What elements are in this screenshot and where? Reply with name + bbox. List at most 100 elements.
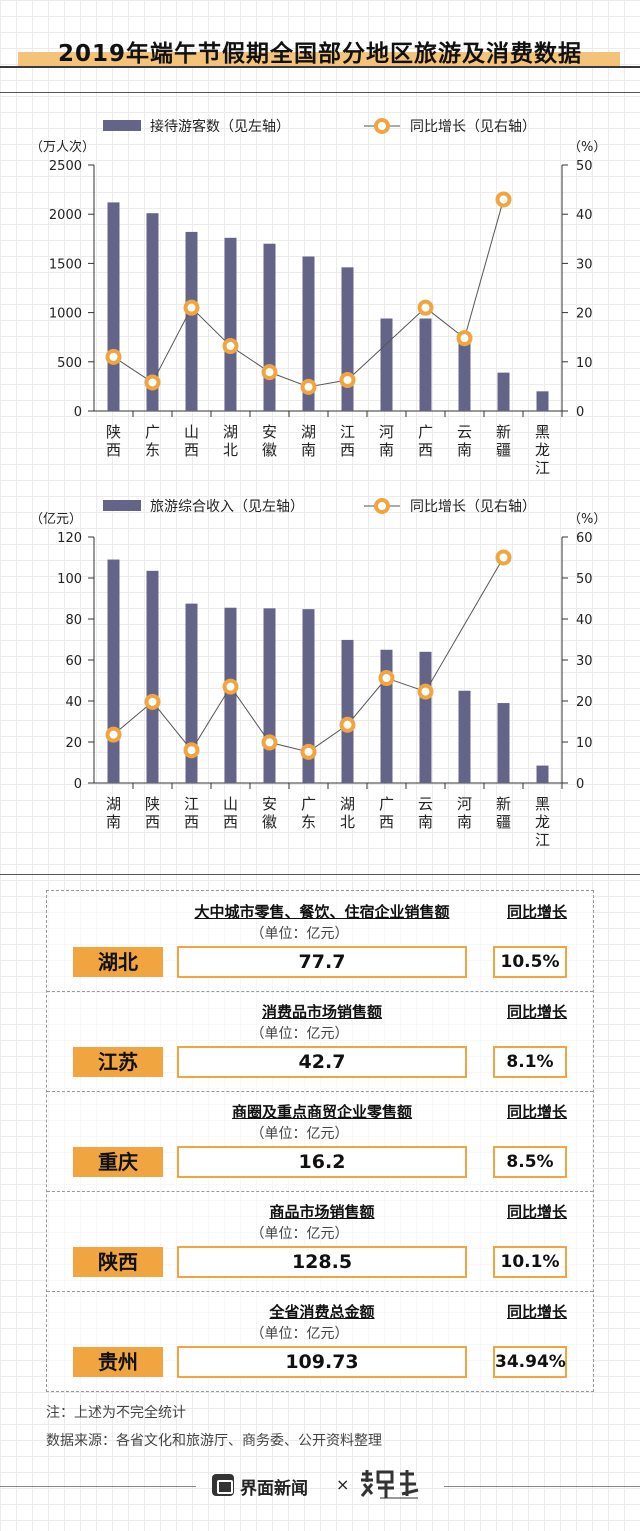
bar bbox=[419, 318, 432, 411]
legend-bar-swatch bbox=[103, 120, 141, 131]
category-label: 云 bbox=[418, 795, 433, 813]
bar bbox=[263, 243, 276, 411]
footer-rule-right bbox=[444, 1486, 640, 1487]
category-label: 徽 bbox=[262, 813, 277, 831]
growth-point bbox=[339, 372, 356, 389]
category-label: 黑 bbox=[535, 423, 550, 441]
panel-2: 商圈及重点商贸企业零售额 （单位：亿元） 同比增长 重庆 16.2 8.5% bbox=[47, 1091, 593, 1191]
growth-point bbox=[456, 330, 473, 347]
category-label: 河 bbox=[379, 423, 394, 441]
category-label: 湖 bbox=[223, 423, 238, 441]
metric-title: 全省消费总金额 bbox=[269, 1303, 375, 1321]
page-title: 2019年端午节假期全国部分地区旅游及消费数据 bbox=[57, 41, 582, 67]
growth-point bbox=[261, 734, 278, 751]
y-right-tick-label: 60 bbox=[576, 531, 593, 546]
category-label: 江 bbox=[184, 795, 199, 813]
category-label: 徽 bbox=[262, 441, 277, 459]
y-right-tick-label: 10 bbox=[576, 356, 593, 371]
bar bbox=[341, 639, 354, 783]
category-label: 陕 bbox=[145, 795, 160, 813]
growth-point bbox=[261, 364, 278, 381]
growth-head: 同比增长 bbox=[506, 903, 567, 921]
growth-point bbox=[105, 726, 122, 743]
y-left-tick-label: 2000 bbox=[49, 208, 82, 223]
y-right-tick-label: 20 bbox=[576, 695, 593, 710]
y-right-tick-label: 10 bbox=[576, 736, 593, 751]
metric-unit: （单位：亿元） bbox=[250, 926, 349, 942]
growth-line bbox=[113, 557, 504, 753]
y-left-axis-title: （亿元） bbox=[30, 512, 82, 527]
bar bbox=[107, 559, 120, 783]
growth-point bbox=[300, 743, 317, 760]
growth-point bbox=[222, 678, 239, 695]
category-label: 西 bbox=[340, 441, 355, 459]
panel-separator bbox=[47, 1291, 593, 1292]
category-label: 疆 bbox=[496, 441, 511, 459]
growth-point bbox=[105, 348, 122, 365]
y-right-tick-label: 50 bbox=[576, 159, 593, 174]
chart-visitors: 接待游客数（见左轴） 同比增长（见右轴）（万人次） （%）2500200015001… bbox=[30, 118, 606, 477]
category-label: 安 bbox=[262, 795, 277, 813]
growth-point bbox=[339, 716, 356, 733]
note-text: 注：上述为不完全统计 bbox=[46, 1405, 186, 1421]
category-label: 南 bbox=[418, 813, 433, 831]
brand-logo-icon bbox=[212, 1474, 234, 1496]
category-label: 山 bbox=[184, 423, 199, 441]
y-left-tick-label: 120 bbox=[57, 531, 82, 546]
growth-point bbox=[495, 549, 512, 566]
bar bbox=[185, 603, 198, 783]
growth-head: 同比增长 bbox=[506, 1303, 567, 1321]
province-label: 重庆 bbox=[73, 1147, 163, 1177]
growth-box: 10.1% bbox=[493, 1246, 567, 1278]
category-label: 北 bbox=[223, 441, 238, 459]
category-label: 北 bbox=[340, 813, 355, 831]
panel-separator bbox=[47, 1191, 593, 1192]
y-left-tick-label: 1500 bbox=[49, 257, 82, 272]
category-label: 湖 bbox=[340, 795, 355, 813]
metric-title: 商圈及重点商贸企业零售额 bbox=[231, 1103, 412, 1121]
legend-line-label: 同比增长（见右轴） bbox=[410, 499, 536, 515]
bar bbox=[224, 607, 237, 783]
y-right-tick-label: 40 bbox=[576, 613, 593, 628]
bar bbox=[224, 237, 237, 411]
category-label: 广 bbox=[379, 795, 394, 813]
section-divider bbox=[0, 874, 640, 875]
legend-line-label: 同比增长（见右轴） bbox=[410, 119, 536, 135]
bar bbox=[146, 213, 159, 411]
y-right-axis-title: （%） bbox=[568, 140, 606, 155]
times-sign: × bbox=[336, 1475, 350, 1494]
category-label: 东 bbox=[301, 813, 316, 831]
y-left-axis-title: （万人次） bbox=[30, 139, 95, 155]
y-left-tick-label: 20 bbox=[65, 736, 82, 751]
legend-line-marker bbox=[374, 118, 390, 134]
y-left-tick-label: 40 bbox=[65, 695, 82, 710]
category-label: 云 bbox=[457, 423, 472, 441]
category-label: 西 bbox=[145, 813, 160, 831]
category-label: 广 bbox=[301, 795, 316, 813]
panel-0: 大中城市零售、餐饮、住宿企业销售额 （单位：亿元） 同比增长 湖北 77.7 1… bbox=[47, 891, 593, 991]
y-right-tick-label: 0 bbox=[576, 777, 584, 792]
category-label: 南 bbox=[379, 441, 394, 459]
province-label: 贵州 bbox=[73, 1347, 163, 1377]
title-rule bbox=[0, 66, 640, 68]
category-label: 湖 bbox=[301, 423, 316, 441]
growth-box: 8.1% bbox=[493, 1046, 567, 1078]
y-right-tick-label: 50 bbox=[576, 572, 593, 587]
y-left-tick-label: 0 bbox=[74, 405, 82, 420]
category-label: 南 bbox=[106, 813, 121, 831]
growth-point bbox=[378, 670, 395, 687]
panel-separator bbox=[47, 991, 593, 992]
bar bbox=[497, 703, 510, 783]
growth-point bbox=[495, 191, 512, 208]
category-label: 广 bbox=[145, 423, 160, 441]
category-label: 西 bbox=[184, 441, 199, 459]
category-label: 西 bbox=[418, 441, 433, 459]
growth-point bbox=[183, 299, 200, 316]
category-label: 疆 bbox=[496, 813, 511, 831]
category-label: 西 bbox=[184, 813, 199, 831]
growth-point bbox=[417, 299, 434, 316]
growth-box: 8.5% bbox=[493, 1146, 567, 1178]
bar bbox=[536, 391, 549, 411]
y-right-tick-label: 20 bbox=[576, 307, 593, 322]
category-label: 江 bbox=[535, 459, 550, 477]
